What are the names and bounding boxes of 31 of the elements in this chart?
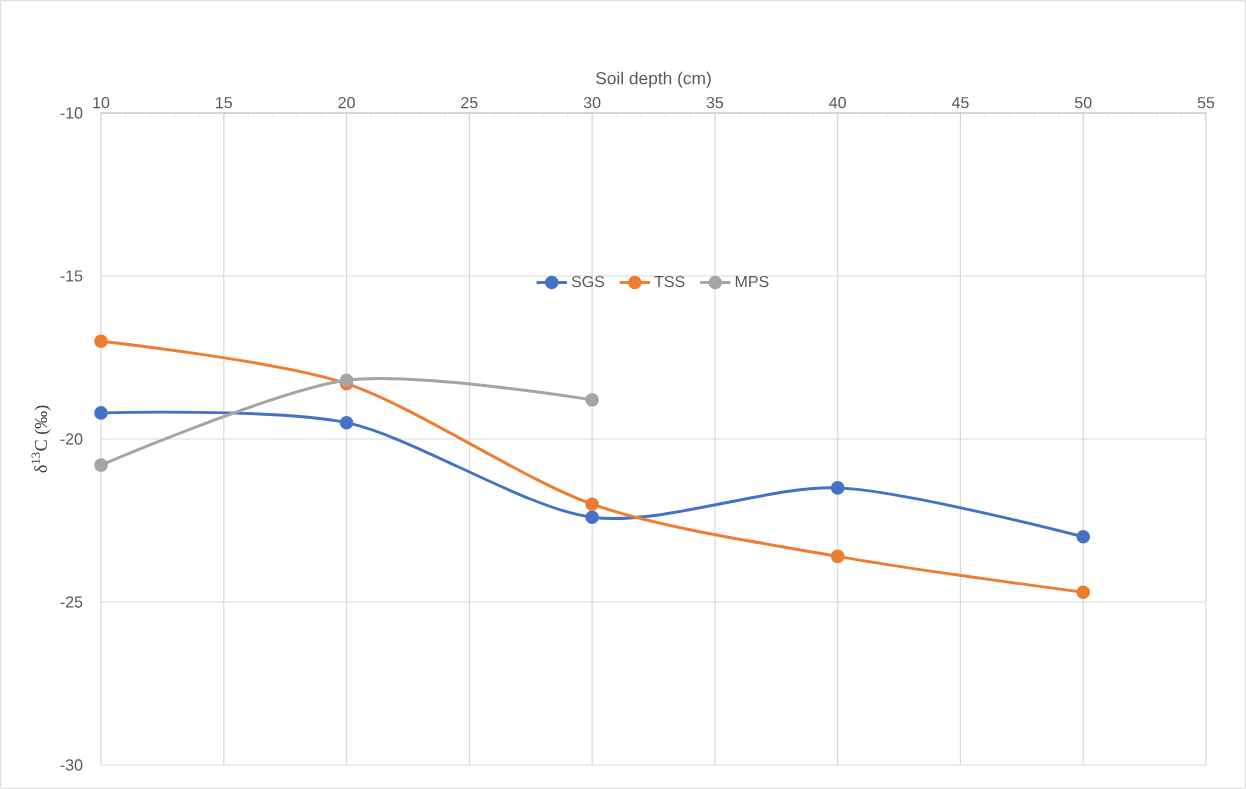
x-tick-label: 25	[461, 96, 478, 109]
point	[585, 393, 599, 407]
legend-label: TSS	[654, 275, 685, 288]
x-tick-label: 35	[706, 96, 724, 109]
x-tick-label: 40	[829, 96, 846, 109]
x-tick-label: 50	[1074, 96, 1092, 109]
point	[339, 415, 354, 430]
legend-label: MPS	[735, 275, 769, 288]
x-tick-label: 55	[1197, 97, 1215, 109]
point	[1076, 529, 1091, 544]
point	[1076, 585, 1091, 600]
point	[585, 510, 599, 525]
point	[94, 334, 108, 348]
point	[94, 406, 108, 420]
x-tick-label: 10	[93, 96, 110, 109]
y-tick-label: -10	[60, 107, 83, 119]
point	[830, 549, 845, 564]
x-tick-label: 20	[338, 96, 355, 109]
x-tick-label: 45	[951, 97, 969, 109]
x-axis-title: Soil depth (cm)	[596, 71, 711, 88]
y-tick-label: -15	[60, 270, 83, 282]
legend-label: SGS	[571, 275, 605, 288]
point	[94, 458, 108, 472]
point	[830, 481, 845, 495]
x-tick-label: 30	[583, 96, 601, 109]
y-tick-label: -25	[60, 596, 83, 608]
y-axis-title: δ$^{13}$C (‰)	[31, 405, 51, 473]
y-tick-label: -20	[60, 433, 83, 445]
point	[585, 497, 599, 511]
y-tick-label: -30	[60, 759, 83, 771]
x-tick-label: 15	[216, 97, 232, 109]
